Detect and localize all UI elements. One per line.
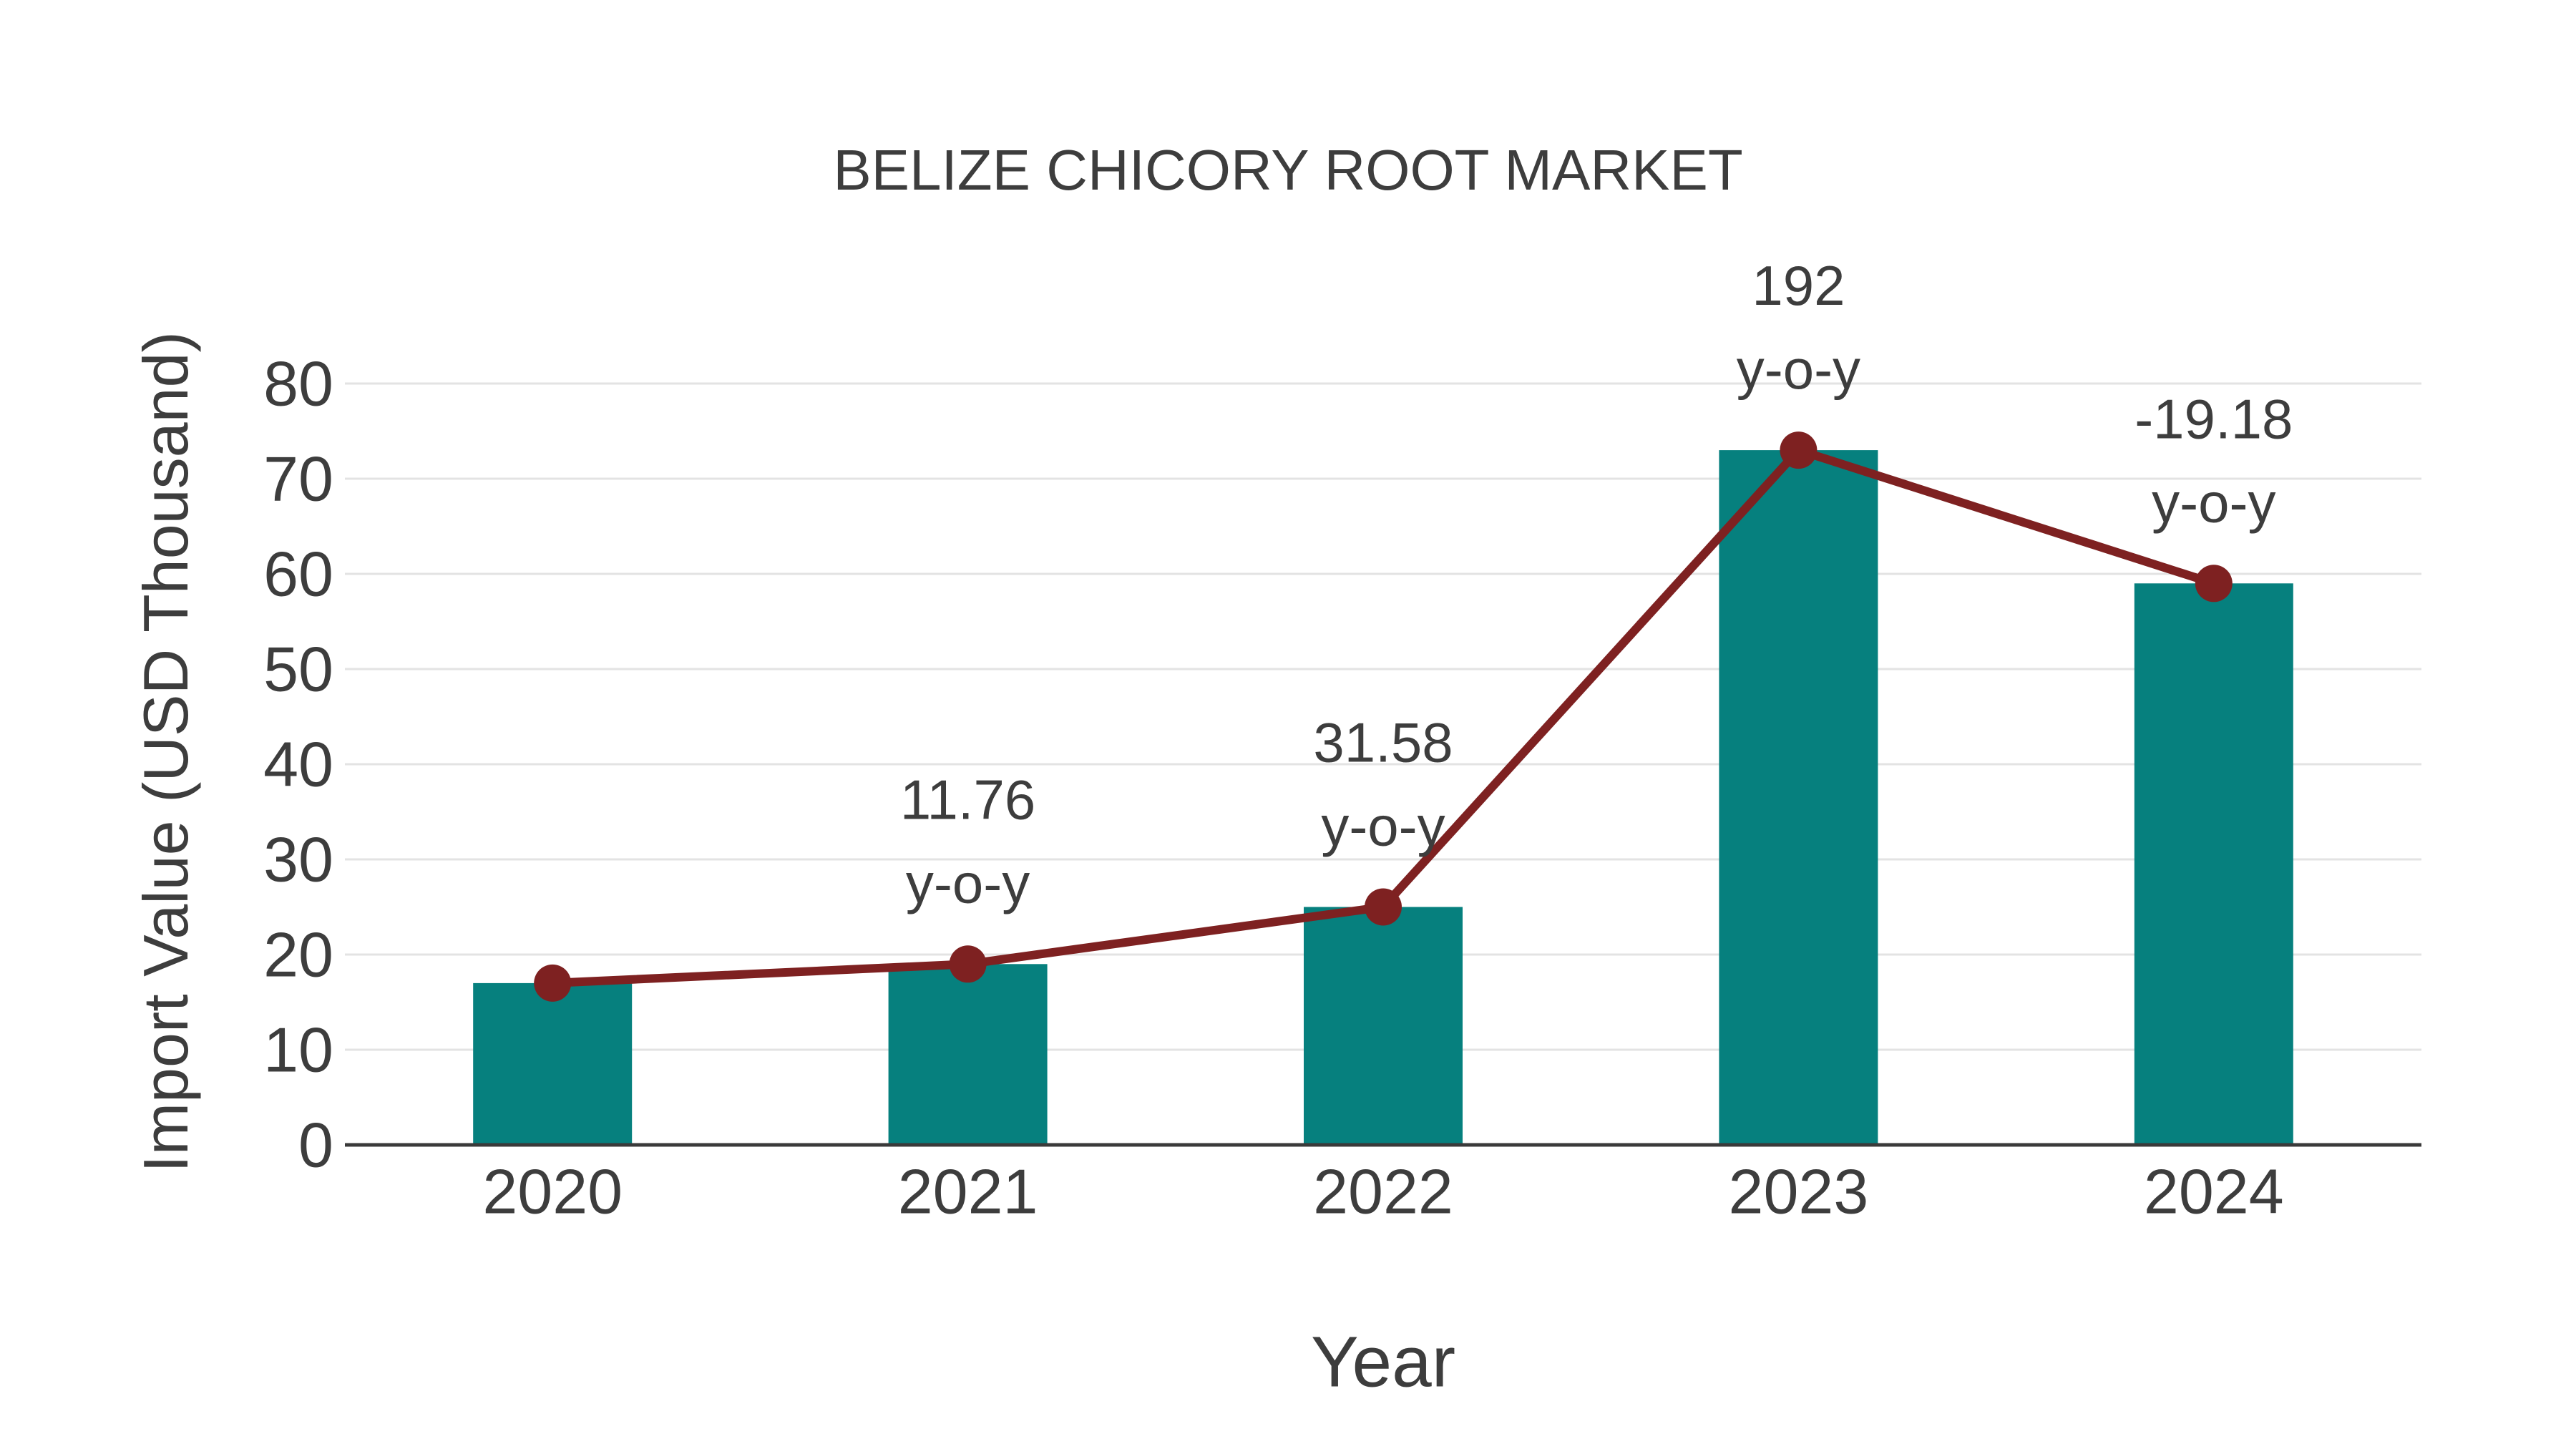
- y-tick-label-80: 80: [263, 348, 333, 419]
- y-tick-label-40: 40: [263, 729, 333, 800]
- marker-2024: [2195, 565, 2233, 602]
- annotation-suffix-2024: y-o-y: [2152, 471, 2275, 534]
- bar-2020: [473, 982, 633, 1145]
- annotation-suffix-2021: y-o-y: [906, 852, 1030, 914]
- x-tick-label-2022: 2022: [1313, 1156, 1453, 1227]
- y-tick-label-70: 70: [263, 444, 333, 514]
- marker-2020: [534, 964, 572, 1002]
- annotation-suffix-2022: y-o-y: [1321, 795, 1445, 858]
- marker-2021: [949, 945, 987, 983]
- bar-2021: [888, 964, 1048, 1145]
- x-tick-label-2021: 2021: [898, 1156, 1038, 1227]
- marker-2023: [1780, 431, 1818, 469]
- y-tick-label-60: 60: [263, 539, 333, 610]
- x-tick-label-2023: 2023: [1729, 1156, 1869, 1227]
- annotation-value-2021: 11.76: [900, 768, 1035, 831]
- annotation-suffix-2023: y-o-y: [1737, 338, 1860, 401]
- annotation-value-2023: 192: [1752, 254, 1845, 317]
- x-axis-title: Year: [1310, 1322, 1456, 1402]
- x-tick-label-2020: 2020: [482, 1156, 623, 1227]
- y-tick-label-50: 50: [263, 634, 333, 705]
- y-tick-label-0: 0: [298, 1110, 333, 1181]
- bar-2023: [1719, 450, 1878, 1145]
- y-tick-label-20: 20: [263, 919, 333, 990]
- x-tick-label-2024: 2024: [2144, 1156, 2284, 1227]
- annotation-value-2024: -19.18: [2135, 387, 2293, 450]
- chart-title: BELIZE CHICORY ROOT MARKET: [833, 138, 1743, 202]
- marker-2022: [1365, 888, 1402, 926]
- bar-2024: [2134, 583, 2293, 1145]
- y-tick-label-30: 30: [263, 824, 333, 895]
- y-tick-label-10: 10: [263, 1015, 333, 1085]
- bar-2022: [1304, 907, 1463, 1145]
- annotation-value-2022: 31.58: [1313, 711, 1453, 774]
